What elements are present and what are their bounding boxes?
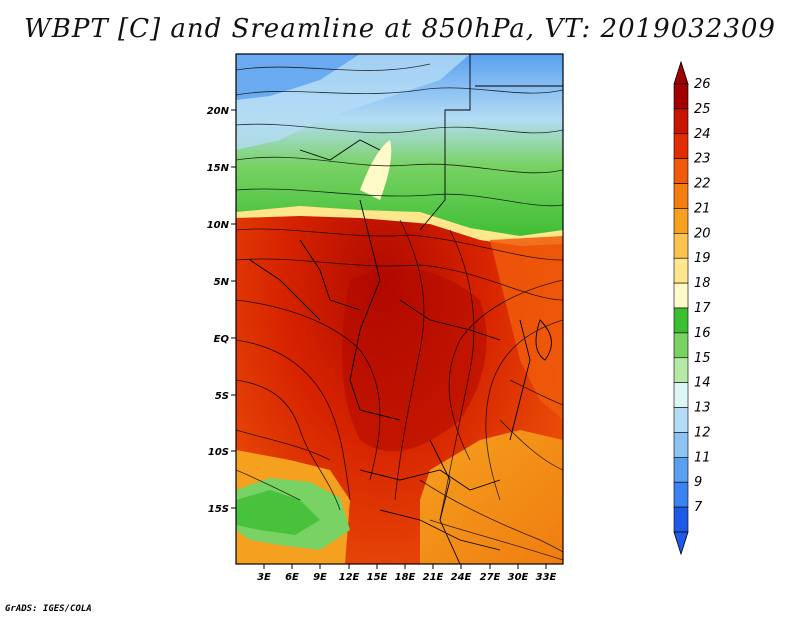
lon-tick-label: 27E (480, 572, 501, 583)
colorbar-label: 24 (694, 127, 711, 142)
colorbar-label: 11 (694, 450, 711, 465)
colorbar-top-arrow (673, 60, 689, 85)
colorbar-swatch (673, 481, 689, 508)
colorbar-label: 26 (694, 77, 711, 92)
colorbar-label: 19 (694, 251, 711, 266)
colorbar-swatch (673, 457, 689, 483)
colorbar-label: 21 (694, 201, 711, 216)
lon-tick-label: 24E (451, 572, 472, 583)
colorbar-swatch (673, 407, 689, 433)
lon-axis: 3E 6E 9E 12E 15E 18E 21E 24E 27E 30E 33E (257, 564, 557, 583)
lon-tick-label: 3E (257, 572, 271, 583)
colorbar-label: 14 (694, 376, 711, 391)
lat-tick-label: 10N (207, 220, 230, 231)
colorbar-swatch (673, 133, 689, 159)
chart-title: WBPT [C] and Sreamline at 850hPa, VT: 20… (24, 14, 776, 44)
colorbar-swatch (673, 108, 689, 135)
lat-tick-label: EQ (214, 334, 230, 345)
colorbar-swatch (673, 233, 689, 259)
colorbar-swatch (673, 257, 689, 284)
colorbar-label: 20 (694, 226, 711, 241)
lat-tick-label: 15S (208, 504, 229, 515)
colorbar-label: 9 (694, 475, 702, 490)
colorbar-label: 13 (694, 401, 711, 416)
colorbar-label: 12 (694, 425, 711, 440)
colorbar-swatch (673, 307, 689, 334)
colorbar-swatch (673, 208, 689, 234)
lon-tick-label: 21E (423, 572, 444, 583)
colorbar-swatch (673, 382, 689, 408)
colorbar-bottom-arrow (673, 531, 689, 556)
colorbar-label: 7 (694, 500, 703, 515)
wbpt-field (236, 54, 563, 564)
colorbar: 26 25 24 23 22 21 20 19 18 17 16 15 14 13 12 11 9 7 (673, 60, 711, 556)
lat-tick-label: 5N (214, 277, 230, 288)
lon-tick-label: 30E (508, 572, 529, 583)
lat-axis: 20N 15N 10N 5N EQ 5S 10S 15S (207, 106, 236, 515)
colorbar-label: 25 (694, 102, 711, 117)
colorbar-swatch (673, 158, 689, 184)
lon-tick-label: 12E (339, 572, 360, 583)
lat-tick-label: 15N (207, 163, 230, 174)
colorbar-swatch (673, 506, 689, 533)
colorbar-label: 15 (694, 351, 711, 366)
lon-tick-label: 18E (395, 572, 416, 583)
lon-tick-label: 6E (285, 572, 299, 583)
map-frame (235, 53, 564, 565)
colorbar-swatch (673, 183, 689, 209)
colorbar-swatch (673, 432, 689, 458)
lat-tick-label: 10S (208, 447, 229, 458)
colorbar-swatch (673, 282, 689, 309)
colorbar-swatch (673, 332, 689, 359)
lat-tick-label: 20N (207, 106, 230, 117)
lon-tick-label: 33E (536, 572, 557, 583)
lon-tick-label: 9E (313, 572, 327, 583)
colorbar-label: 18 (694, 276, 711, 291)
credit-label: GrADS: IGES/COLA (5, 604, 92, 614)
colorbar-swatch (673, 357, 689, 383)
lat-tick-label: 5S (215, 391, 229, 402)
colorbar-label: 22 (694, 177, 711, 192)
colorbar-label: 17 (694, 301, 711, 316)
colorbar-label: 16 (694, 326, 711, 341)
colorbar-label: 23 (694, 152, 711, 167)
colorbar-swatch (673, 83, 689, 110)
lon-tick-label: 15E (367, 572, 388, 583)
